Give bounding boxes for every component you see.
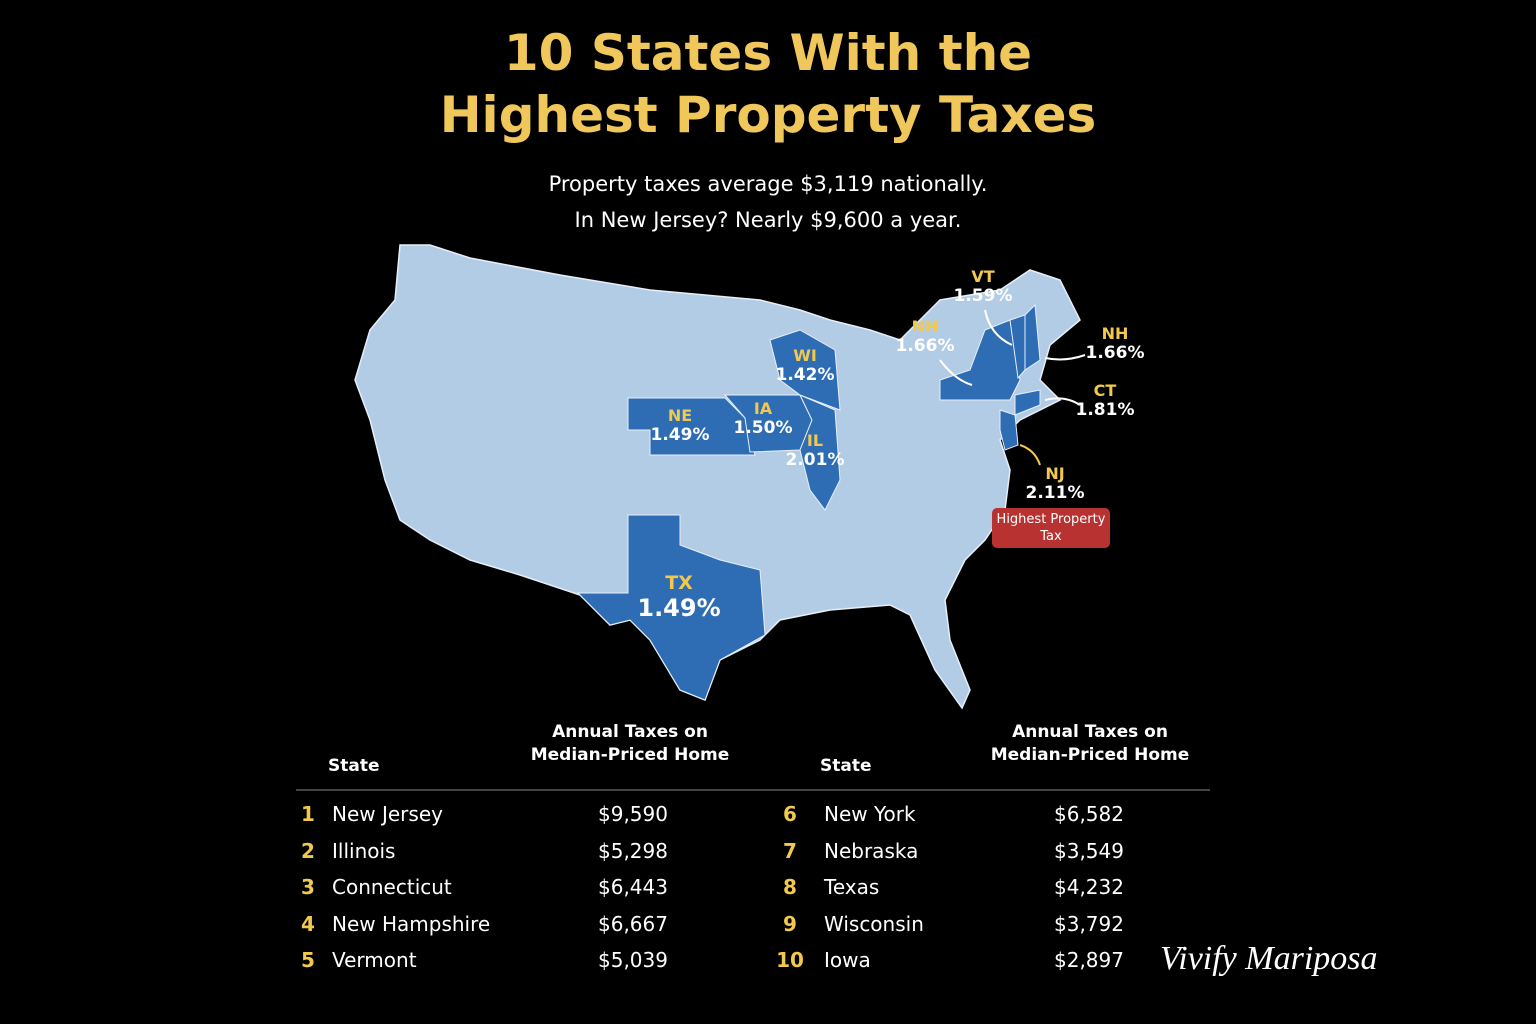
state-rate: 1.66% — [1085, 343, 1145, 363]
rank: 6 — [783, 802, 797, 826]
state-abbr: WI — [793, 346, 817, 365]
tax-amount: $4,232 — [1054, 875, 1124, 899]
state-abbr: VT — [971, 267, 995, 286]
tax-amount: $6,443 — [598, 875, 668, 899]
subtitle-line: Property taxes average $3,119 nationally… — [548, 172, 988, 196]
state-abbr: IA — [753, 399, 773, 418]
signature: Vivify Mariposa — [1160, 940, 1378, 977]
map-label: NH 1.66% — [896, 317, 955, 356]
arrow — [1019, 444, 1041, 466]
map-label: VT 1.59% — [954, 267, 1013, 306]
state-rate: 1.59% — [953, 286, 1013, 306]
highlighted-states — [576, 303, 1041, 701]
rank: 7 — [783, 838, 797, 863]
title-line: 10 States With the — [503, 24, 1033, 82]
column-header: State — [328, 756, 380, 776]
state-abbr: TX — [665, 572, 693, 594]
state-abbr: NH — [911, 317, 939, 336]
state-rate: 1.49% — [637, 594, 721, 622]
state-name: New Hampshire — [332, 911, 491, 936]
state-name: New York — [824, 802, 916, 826]
state-abbr: NJ — [1045, 464, 1065, 483]
rank: 4 — [301, 911, 315, 936]
state-nj — [999, 409, 1019, 451]
state-ct — [1014, 389, 1041, 416]
tax-amount: $2,897 — [1054, 948, 1124, 972]
tax-amount: $5,039 — [598, 948, 668, 972]
callout: Highest Property Tax — [992, 508, 1110, 548]
state-rate: 2.11% — [1025, 483, 1085, 503]
state-ne — [627, 397, 756, 456]
map-label: NJ 2.11% — [1026, 464, 1085, 503]
map-label: NH 1.66% — [1086, 324, 1145, 363]
state-il — [798, 394, 841, 511]
rank: 8 — [783, 875, 797, 899]
state-name: Vermont — [332, 948, 417, 972]
state-abbr: NH — [1101, 324, 1129, 343]
state-name: Texas — [824, 875, 880, 899]
state-nh — [1024, 303, 1041, 371]
state-name: New Jersey — [332, 802, 443, 826]
state-abbr: CT — [1093, 381, 1117, 400]
map-label: NE 1.49% — [651, 406, 710, 445]
column-header: Annual Taxes on Median-Priced Home — [990, 722, 1190, 765]
tax-amount: $6,667 — [598, 911, 668, 936]
rank: 5 — [301, 948, 315, 972]
state-rate: 1.50% — [733, 418, 793, 438]
state-name: Nebraska — [824, 838, 919, 863]
state-name: Iowa — [824, 948, 871, 972]
tax-amount: $5,298 — [598, 838, 668, 863]
state-rate: 1.81% — [1075, 400, 1135, 420]
rank: 2 — [301, 838, 315, 863]
map-label: IA 1.50% — [734, 399, 793, 438]
arrows — [939, 309, 1086, 466]
subtitle-line: In New Jersey? Nearly $9,600 a year. — [574, 208, 962, 232]
map-label: WI 1.42% — [776, 346, 835, 385]
column-header: State — [820, 756, 872, 776]
us-outline — [354, 244, 1081, 710]
state-name: Connecticut — [332, 875, 452, 899]
state-rate: 1.49% — [650, 425, 710, 445]
map-label: IL 2.01% — [786, 431, 845, 470]
state-tx — [576, 514, 766, 701]
arrow — [1044, 397, 1081, 406]
state-abbr: NE — [667, 406, 693, 425]
map-label: CT 1.81% — [1076, 381, 1135, 420]
title-line: Highest Property Taxes — [439, 86, 1097, 144]
rank: 3 — [301, 875, 315, 899]
tax-amount: $9,590 — [598, 802, 668, 826]
state-rate: 2.01% — [785, 450, 845, 470]
tax-amount: $3,549 — [1054, 838, 1124, 863]
state-rate: 1.66% — [895, 336, 955, 356]
state-wi — [769, 329, 841, 411]
arrow — [939, 359, 973, 386]
column-header: Annual Taxes on Median-Priced Home — [530, 722, 730, 765]
rank: 10 — [776, 948, 804, 972]
rank: 9 — [783, 911, 797, 936]
tax-amount: $6,582 — [1054, 802, 1124, 826]
state-rate: 1.42% — [775, 365, 835, 385]
map-label: TX 1.49% — [637, 574, 720, 623]
tax-amount: $3,792 — [1054, 911, 1124, 936]
arrow — [1044, 354, 1086, 361]
state-name: Illinois — [332, 838, 396, 863]
state-abbr: IL — [806, 431, 824, 450]
arrow — [984, 309, 1013, 346]
state-name: Wisconsin — [824, 911, 924, 936]
rank: 1 — [301, 802, 315, 826]
